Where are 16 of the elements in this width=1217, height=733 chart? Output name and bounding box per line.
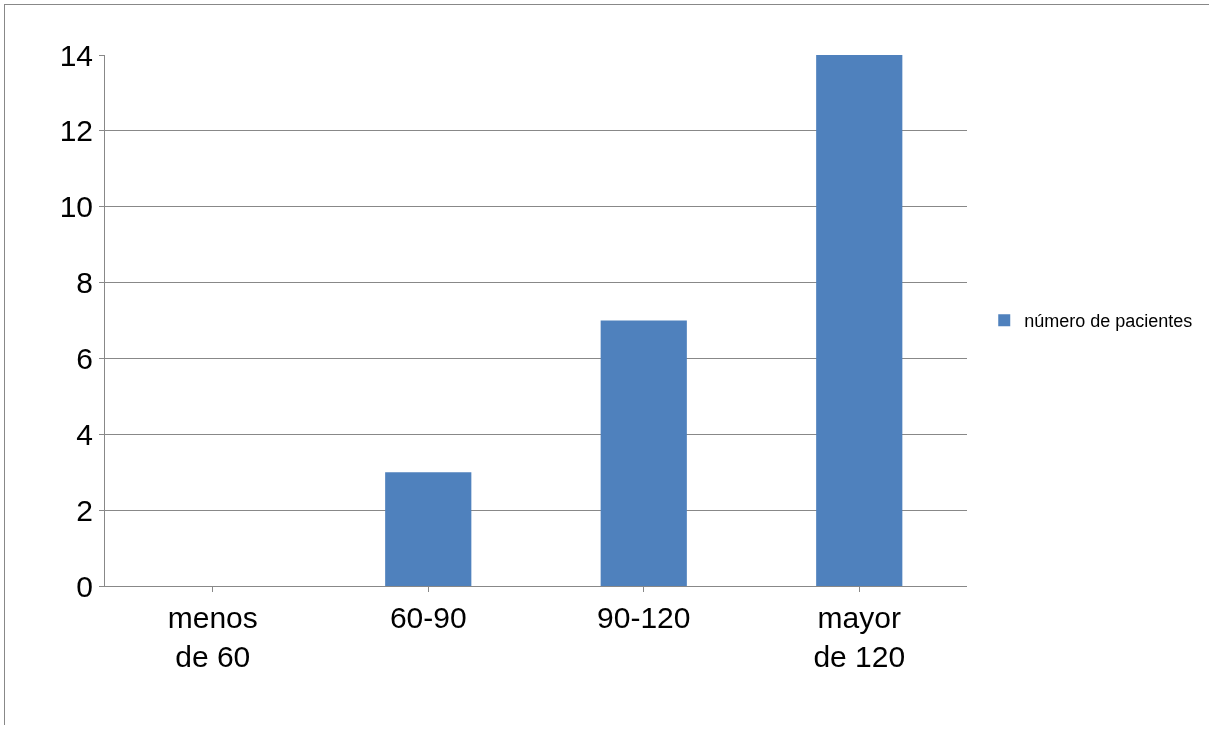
y-tick-label: 4 — [76, 417, 93, 451]
x-tick-label: 90-120 — [597, 601, 691, 634]
y-tick-label: 14 — [59, 38, 93, 72]
y-tick-label: 6 — [76, 341, 93, 375]
x-tick-label: mayor de 120 — [813, 601, 906, 673]
y-tick-label: 8 — [76, 266, 93, 300]
legend-label: número de pacientes — [1024, 311, 1193, 332]
x-tick-label: menos de 60 — [167, 601, 258, 673]
bar — [816, 55, 903, 586]
y-tick-label: 2 — [76, 493, 93, 527]
x-tick-label: 60-90 — [389, 601, 467, 634]
y-tick-label: 0 — [76, 569, 93, 603]
bar — [600, 320, 687, 586]
bar — [385, 472, 472, 586]
y-tick-label: 12 — [59, 114, 93, 148]
y-tick-label: 10 — [59, 190, 93, 224]
